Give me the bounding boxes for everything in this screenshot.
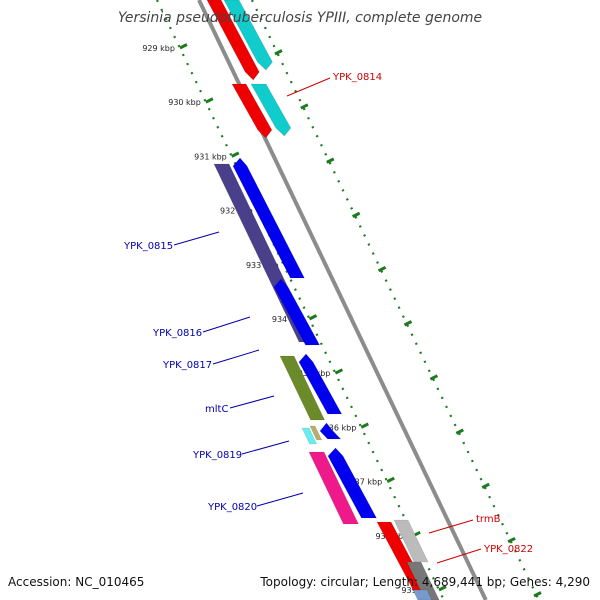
gene-bar-olive: [279, 355, 326, 421]
tick-label: 934 kbp: [272, 315, 305, 324]
gene-label-mltc: mltC: [205, 404, 228, 415]
outer-tick-mark: [300, 103, 309, 110]
outer-tick-mark: [481, 482, 490, 489]
gene-bar-gray: [393, 519, 429, 563]
gene-label-ypk-0819: YPK_0819: [192, 450, 242, 461]
gene-label-leader: [436, 548, 482, 564]
outer-tick-mark: [351, 211, 361, 218]
tick-mark: [360, 422, 369, 429]
outer-guide-dots: [251, 0, 540, 600]
gene-bar-blue: [298, 353, 343, 415]
gene-label-ypk-0816: YPK_0816: [152, 328, 202, 339]
gene-label-leader: [173, 231, 220, 246]
gene-bar-blue: [327, 447, 377, 519]
gene-label-leader: [256, 492, 304, 507]
tick-label: 937 kbp: [350, 478, 383, 487]
gene-label-leader: [229, 395, 275, 409]
gene-label-leader: [428, 519, 474, 534]
gene-labels: YPK_0814 YPK_0815 YPK_0816 YPK_0817 mltC YPK_…: [123, 72, 533, 564]
gene-bar-cyan: [223, 0, 273, 71]
gene-bar-cyan: [250, 83, 292, 137]
outer-tick-mark: [507, 536, 516, 544]
tick-mark: [334, 368, 344, 375]
outer-tick-mark: [455, 428, 464, 435]
gene-label-ypk-0817: YPK_0817: [162, 360, 212, 371]
gene-label-leader: [202, 316, 251, 333]
gene-bar-red: [206, 0, 260, 81]
tick-label: 931 kbp: [194, 152, 227, 161]
gene-bar-lightcyan: [301, 427, 318, 445]
gene-bar-blue: [232, 157, 305, 279]
gene-bar-steel: [412, 589, 433, 600]
outer-tick-mark: [403, 320, 413, 327]
outer-tick-mark: [429, 374, 439, 381]
outer-tick-mark: [377, 265, 387, 273]
inner-guide-dots: [156, 0, 445, 600]
gene-bar-red: [231, 83, 273, 139]
gene-label-ypk-0814: YPK_0814: [332, 72, 382, 83]
gene-bar-darkgray: [406, 561, 440, 600]
tick-label: 932 kbp: [220, 207, 253, 216]
map-title: Yersinia pseudotuberculosis YPIII, compl…: [118, 10, 482, 26]
gene-label-trmb: trmB: [476, 514, 501, 525]
tick-label: 936 kbp: [324, 423, 357, 432]
outer-tick-mark: [533, 591, 542, 598]
gene-bar-blue: [273, 278, 321, 346]
tick-label: 929 kbp: [142, 44, 175, 53]
gene-bar-blue: [319, 422, 342, 440]
tick-mark: [308, 314, 318, 321]
tick-label: 930 kbp: [168, 98, 201, 107]
gene-label-ypk-0822: YPK_0822: [483, 544, 533, 555]
gene-label-ypk-0820: YPK_0820: [207, 502, 257, 513]
tick-mark: [205, 97, 214, 104]
gene-bar-pink: [308, 451, 359, 525]
outer-tick-mark: [274, 49, 283, 56]
outer-tick-mark: [326, 157, 335, 164]
accession-text: Accession: NC_010465: [8, 575, 144, 589]
gene-label-leader: [212, 349, 260, 365]
guide-dots: [156, 0, 540, 600]
topology-text: Topology: circular; Length: 4,689,441 bp…: [259, 575, 590, 589]
gene-label-leader: [241, 440, 290, 455]
gene-label-leader: [286, 77, 331, 97]
tick-mark: [179, 43, 188, 50]
gene-bar-tan: [309, 425, 323, 441]
tick-mark: [231, 151, 240, 158]
tick-mark: [386, 476, 395, 483]
tick-mark: [438, 585, 447, 592]
gene-features: [206, 0, 440, 600]
gene-label-ypk-0815: YPK_0815: [123, 241, 173, 252]
tick-label: 933 kbp: [246, 261, 279, 270]
